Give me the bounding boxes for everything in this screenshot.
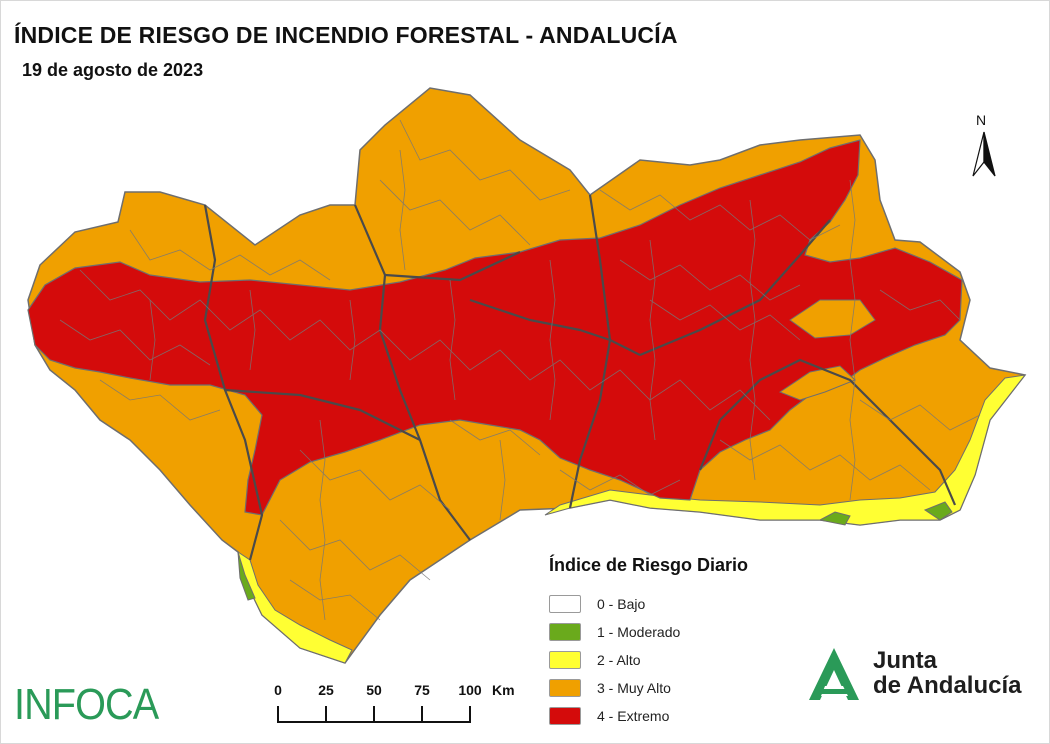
junta-logo-icon: [809, 648, 859, 700]
scale-tick-label: 50: [366, 682, 382, 698]
province-boundaries: [203, 194, 957, 561]
junta-logo-text: Junta de Andalucía: [873, 648, 1021, 698]
junta-andalucia-logo: Junta de Andalucía: [803, 642, 1033, 708]
legend-swatch: [549, 679, 581, 697]
legend-label: 4 - Extremo: [597, 708, 670, 724]
scale-bar: 0 25 50 75 100 Km: [270, 682, 515, 728]
scale-tick-label: 0: [274, 682, 282, 698]
infoca-logo: INFOCA: [14, 680, 159, 729]
legend-item-muy-alto: 3 - Muy Alto: [549, 674, 748, 702]
municipal-boundaries: [59, 119, 981, 621]
map-legend: Índice de Riesgo Diario 0 - Bajo 1 - Mod…: [549, 555, 748, 730]
legend-label: 3 - Muy Alto: [597, 680, 671, 696]
scale-bar-graphic: [277, 706, 471, 723]
region-moderado-east: [923, 501, 953, 521]
legend-label: 0 - Bajo: [597, 596, 646, 612]
north-arrow-icon: [972, 131, 996, 177]
junta-logo-line2: de Andalucía: [873, 672, 1022, 699]
scale-tick-label: 100: [458, 682, 482, 698]
legend-label: 2 - Alto: [597, 652, 641, 668]
legend-item-extremo: 4 - Extremo: [549, 702, 748, 730]
region-moderado-south: [818, 511, 851, 526]
legend-item-moderado: 1 - Moderado: [549, 618, 748, 646]
region-moderado-west: [237, 551, 256, 601]
legend-title: Índice de Riesgo Diario: [549, 555, 749, 575]
legend-swatch: [549, 623, 581, 641]
scale-tick-label: 25: [318, 682, 334, 698]
scale-tick-label: 75: [414, 682, 430, 698]
north-label: N: [976, 112, 987, 128]
legend-item-bajo: 0 - Bajo: [549, 590, 748, 618]
legend-swatch: [549, 707, 581, 725]
scale-units: Km: [492, 682, 515, 698]
legend-label: 1 - Moderado: [597, 624, 681, 640]
legend-swatch: [549, 595, 581, 613]
map-date: 19 de agosto de 2023: [22, 60, 204, 80]
map-title: ÍNDICE DE RIESGO DE INCENDIO FORESTAL - …: [14, 22, 678, 48]
region-extremo: [27, 139, 963, 516]
legend-item-alto: 2 - Alto: [549, 646, 748, 674]
north-arrow: N: [968, 112, 1002, 182]
junta-logo-line1: Junta: [873, 647, 938, 674]
legend-swatch: [549, 651, 581, 669]
